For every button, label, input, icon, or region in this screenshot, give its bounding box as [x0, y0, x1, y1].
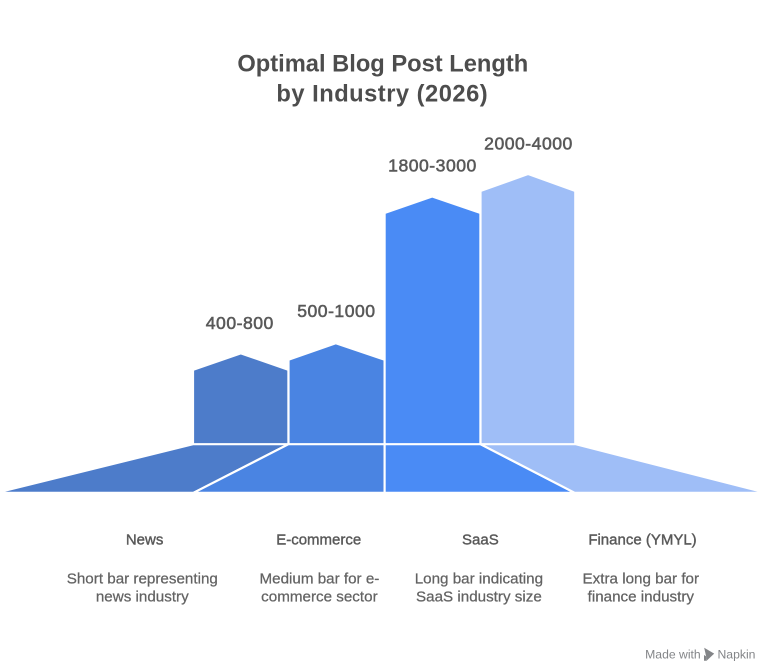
svg-text:Long bar indicating: Long bar indicating [415, 571, 543, 588]
svg-text:SaaS: SaaS [462, 531, 499, 548]
svg-text:News: News [126, 531, 164, 548]
svg-text:Extra long bar for: Extra long bar for [583, 571, 700, 588]
svg-text:finance industry: finance industry [588, 589, 695, 606]
svg-text:SaaS industry size: SaaS industry size [416, 589, 542, 606]
svg-text:1800-3000: 1800-3000 [388, 156, 477, 176]
svg-text:by Industry (2026): by Industry (2026) [276, 81, 488, 107]
svg-text:Medium bar for e-: Medium bar for e- [259, 571, 379, 588]
svg-text:E-commerce: E-commerce [276, 531, 361, 548]
svg-text:Optimal Blog Post Length: Optimal Blog Post Length [237, 52, 528, 78]
svg-text:commerce sector: commerce sector [261, 589, 377, 606]
svg-text:2000-4000: 2000-4000 [484, 134, 573, 154]
svg-text:400-800: 400-800 [206, 313, 274, 333]
svg-text:Finance (YMYL): Finance (YMYL) [588, 531, 696, 548]
svg-text:500-1000: 500-1000 [297, 301, 375, 321]
svg-text:Napkin: Napkin [718, 647, 756, 661]
svg-text:news industry: news industry [96, 589, 189, 606]
svg-text:Made with: Made with [645, 647, 701, 661]
svg-text:Short bar representing: Short bar representing [67, 571, 218, 588]
